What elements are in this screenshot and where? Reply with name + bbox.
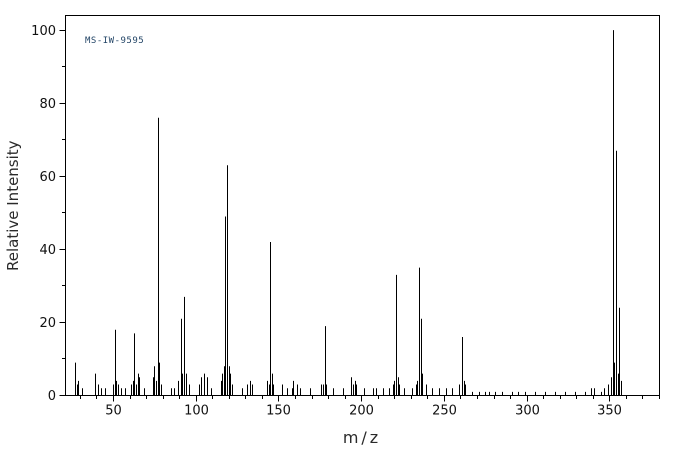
x-axis-ticks: 50 100 150 200 250 300 350 [80, 395, 660, 419]
y-axis-title: Relative Intensity [4, 140, 22, 271]
y-tick-label: 20 [39, 316, 56, 331]
x-tick-label: 100 [184, 404, 209, 419]
y-axis-ticks: 0 20 40 60 80 100 [31, 24, 66, 404]
x-axis-title: m/z [342, 428, 382, 447]
plot-frame [65, 15, 660, 396]
peaks-group [75, 30, 622, 396]
y-tick-label: 0 [48, 389, 56, 404]
x-tick-label: 350 [597, 404, 622, 419]
x-tick-label: 50 [105, 404, 122, 419]
spectrum-id-label: MS-IW-9595 [85, 36, 145, 46]
x-tick-label: 300 [515, 404, 540, 419]
y-tick-label: 80 [39, 97, 56, 112]
x-tick-label: 200 [349, 404, 374, 419]
x-tick-label: 150 [266, 404, 291, 419]
x-tick-label: 250 [432, 404, 457, 419]
y-tick-label: 60 [39, 170, 56, 185]
y-tick-label: 40 [39, 243, 56, 258]
y-tick-label: 100 [31, 24, 56, 39]
